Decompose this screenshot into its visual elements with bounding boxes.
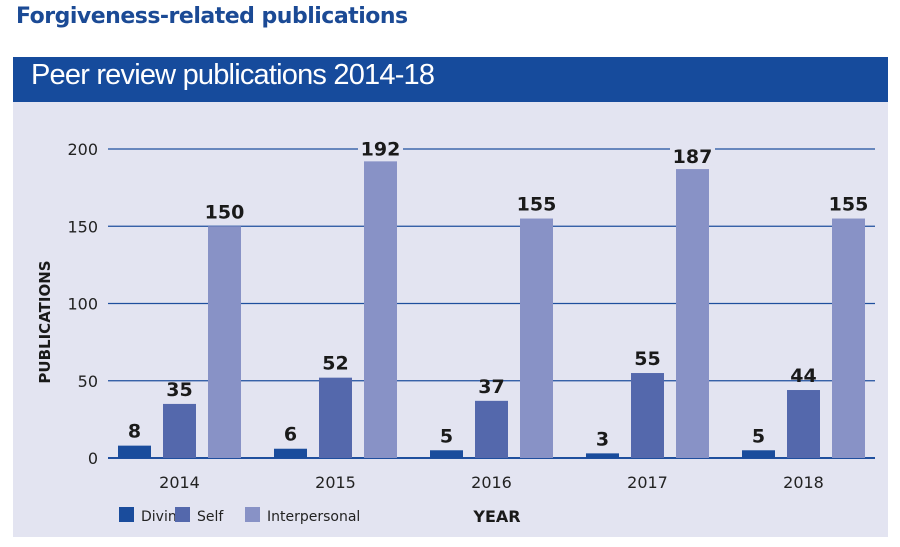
x-tick-label: 2014 bbox=[159, 473, 200, 492]
y-tick-label: 50 bbox=[78, 372, 98, 391]
x-tick-label: 2015 bbox=[315, 473, 356, 492]
legend-swatch-interpersonal bbox=[245, 507, 260, 522]
data-label: 192 bbox=[361, 138, 401, 160]
bar-self-2016 bbox=[475, 400, 508, 458]
bar-self-2015 bbox=[319, 377, 352, 458]
legend-label-divine: Divine bbox=[141, 509, 185, 525]
bar-interpersonal-2018 bbox=[832, 218, 865, 458]
y-tick-label: 150 bbox=[67, 217, 98, 236]
y-tick-label: 200 bbox=[67, 140, 98, 159]
bar-divine-2015 bbox=[274, 448, 307, 458]
data-label: 187 bbox=[673, 146, 713, 168]
data-label: 37 bbox=[478, 376, 504, 398]
data-label: 155 bbox=[829, 194, 869, 216]
y-tick-label: 100 bbox=[67, 295, 98, 314]
bar-self-2014 bbox=[163, 403, 196, 458]
label-backdrop bbox=[670, 141, 715, 166]
y-tick-label: 0 bbox=[88, 449, 98, 468]
data-label: 150 bbox=[205, 201, 245, 223]
data-label: 5 bbox=[752, 425, 765, 447]
data-label: 8 bbox=[128, 421, 141, 443]
chart-title: Peer review publications 2014-18 bbox=[31, 59, 435, 91]
bar-interpersonal-2017 bbox=[676, 169, 709, 458]
chart-panel bbox=[13, 102, 888, 537]
y-axis-label: PUBLICATIONS bbox=[36, 260, 54, 383]
legend-label-self: Self bbox=[197, 509, 224, 525]
x-tick-label: 2016 bbox=[471, 473, 512, 492]
bar-divine-2017 bbox=[586, 453, 619, 458]
bar-self-2018 bbox=[787, 390, 820, 458]
data-label: 155 bbox=[517, 194, 557, 216]
bar-interpersonal-2015 bbox=[364, 161, 397, 459]
bar-divine-2014 bbox=[118, 445, 151, 458]
data-label: 6 bbox=[284, 424, 297, 446]
data-label: 3 bbox=[596, 428, 609, 450]
legend-swatch-self bbox=[175, 507, 190, 522]
data-label: 35 bbox=[166, 379, 192, 401]
bar-interpersonal-2016 bbox=[520, 218, 553, 458]
x-axis-label: YEAR bbox=[472, 507, 520, 526]
chart-title-banner: Peer review publications 2014-18 bbox=[13, 57, 888, 102]
data-label: 55 bbox=[634, 348, 660, 370]
page-title: Forgiveness-related publications bbox=[16, 4, 408, 29]
x-tick-label: 2017 bbox=[627, 473, 668, 492]
legend-label-interpersonal: Interpersonal bbox=[267, 509, 360, 525]
data-label: 5 bbox=[440, 425, 453, 447]
bar-divine-2018 bbox=[742, 450, 775, 458]
data-label: 44 bbox=[790, 365, 816, 387]
data-label: 52 bbox=[322, 353, 348, 375]
bar-divine-2016 bbox=[430, 450, 463, 458]
legend-swatch-divine bbox=[119, 507, 134, 522]
bar-self-2017 bbox=[631, 373, 664, 458]
x-tick-label: 2018 bbox=[783, 473, 824, 492]
label-backdrop bbox=[358, 133, 403, 158]
bar-interpersonal-2014 bbox=[208, 226, 241, 458]
